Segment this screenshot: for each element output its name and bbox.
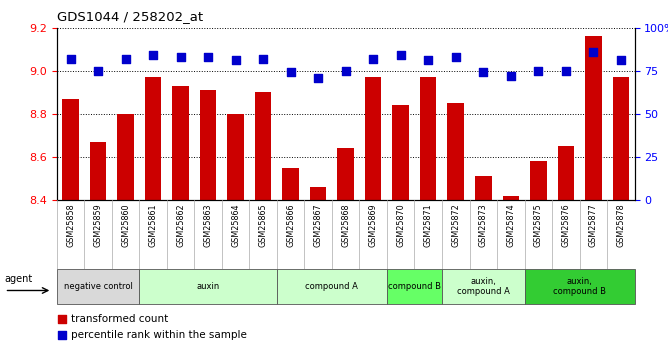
Bar [613, 77, 629, 200]
Text: GSM25874: GSM25874 [506, 204, 515, 247]
Text: auxin,
compound A: auxin, compound A [457, 277, 510, 296]
Text: compound A: compound A [305, 282, 358, 291]
Bar [227, 114, 244, 200]
Bar [145, 77, 162, 200]
Point [65, 56, 76, 61]
Bar [387, 269, 442, 304]
Point [423, 58, 434, 63]
Text: GSM25858: GSM25858 [66, 204, 75, 247]
Bar [365, 77, 381, 200]
Bar [172, 86, 189, 200]
Bar [393, 105, 409, 200]
Bar [448, 103, 464, 200]
Point [230, 58, 241, 63]
Point [395, 52, 406, 58]
Point [93, 68, 104, 73]
Text: GSM25871: GSM25871 [424, 204, 433, 247]
Text: GSM25878: GSM25878 [617, 204, 625, 247]
Text: GSM25866: GSM25866 [286, 204, 295, 247]
Point [506, 73, 516, 79]
Point [615, 58, 626, 63]
Text: compound B: compound B [388, 282, 441, 291]
Text: GSM25869: GSM25869 [369, 204, 377, 247]
Bar [255, 92, 271, 200]
Bar [62, 99, 79, 200]
Text: negative control: negative control [63, 282, 132, 291]
Point [258, 56, 269, 61]
Bar [442, 269, 524, 304]
Text: GSM25870: GSM25870 [396, 204, 405, 247]
Text: GSM25875: GSM25875 [534, 204, 543, 247]
Point [120, 56, 131, 61]
Text: GSM25876: GSM25876 [561, 204, 570, 247]
Text: GSM25861: GSM25861 [148, 204, 158, 247]
Bar [200, 90, 216, 200]
Text: GSM25865: GSM25865 [259, 204, 268, 247]
Text: GSM25860: GSM25860 [121, 204, 130, 247]
Bar [283, 168, 299, 200]
Point [533, 68, 544, 73]
Text: auxin: auxin [196, 282, 220, 291]
Text: percentile rank within the sample: percentile rank within the sample [71, 330, 246, 340]
Bar [558, 146, 574, 200]
Bar [585, 36, 602, 200]
Bar [502, 196, 519, 200]
Point [450, 54, 461, 60]
Text: GSM25872: GSM25872 [452, 204, 460, 247]
Bar [140, 269, 277, 304]
Bar [90, 142, 106, 200]
Bar [420, 77, 436, 200]
Point [57, 316, 67, 322]
Text: GDS1044 / 258202_at: GDS1044 / 258202_at [57, 10, 203, 23]
Point [57, 332, 67, 337]
Text: GSM25863: GSM25863 [204, 204, 212, 247]
Bar [310, 187, 327, 200]
Point [203, 54, 214, 60]
Text: agent: agent [5, 274, 33, 284]
Text: GSM25862: GSM25862 [176, 204, 185, 247]
Bar [337, 148, 354, 200]
Bar [530, 161, 546, 200]
Text: GSM25859: GSM25859 [94, 204, 103, 247]
Point [478, 70, 488, 75]
Text: GSM25877: GSM25877 [589, 204, 598, 247]
Bar [118, 114, 134, 200]
Bar [475, 176, 492, 200]
Point [175, 54, 186, 60]
Text: auxin,
compound B: auxin, compound B [553, 277, 606, 296]
Bar [277, 269, 387, 304]
Text: GSM25864: GSM25864 [231, 204, 240, 247]
Point [285, 70, 296, 75]
Point [341, 68, 351, 73]
Bar [57, 269, 140, 304]
Point [148, 52, 158, 58]
Point [313, 75, 323, 80]
Text: GSM25868: GSM25868 [341, 204, 350, 247]
Bar [524, 269, 635, 304]
Text: GSM25873: GSM25873 [479, 204, 488, 247]
Point [588, 49, 599, 55]
Text: GSM25867: GSM25867 [314, 204, 323, 247]
Point [368, 56, 379, 61]
Text: transformed count: transformed count [71, 314, 168, 324]
Point [560, 68, 571, 73]
